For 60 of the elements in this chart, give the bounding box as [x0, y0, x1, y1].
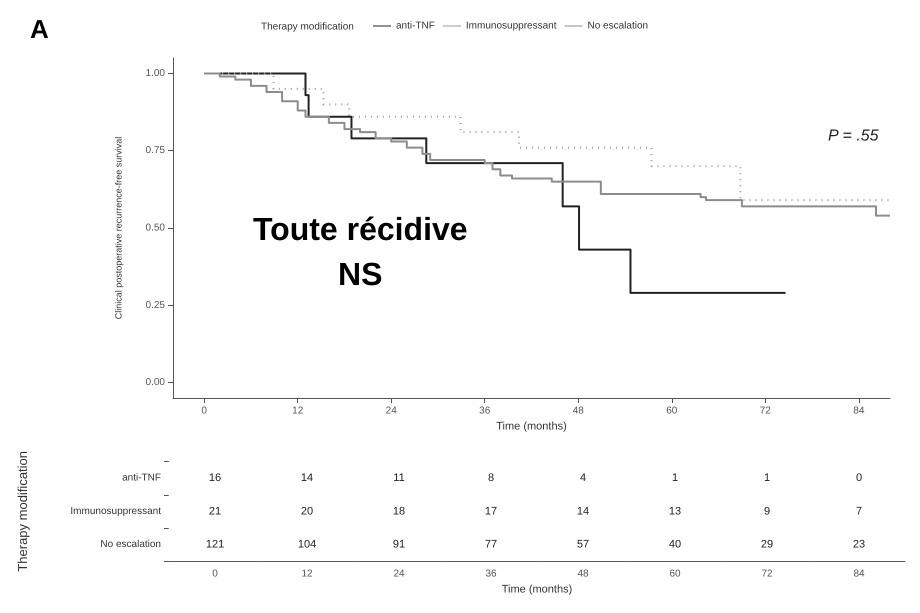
legend-label: Immunosuppressant: [466, 20, 557, 32]
data-label: 8: [488, 472, 494, 484]
data-label: 21: [208, 505, 222, 518]
y-tick-label: 0.50: [146, 222, 166, 234]
data-label: 7: [856, 505, 862, 518]
x-tick-label: 72: [760, 406, 772, 416]
annotation: P = .55: [828, 128, 879, 144]
y-tick-label: 0.00: [146, 377, 166, 388]
x-tick-label: 84: [853, 568, 865, 580]
data-label: 14: [300, 472, 314, 484]
x-tick-label: 24: [393, 568, 405, 580]
data-label: 18: [392, 505, 406, 518]
data-label: 121: [206, 538, 224, 550]
data-label: 104: [298, 538, 316, 550]
x-tick-label: 0: [212, 568, 218, 580]
legend-label: No escalation: [587, 20, 648, 32]
data-label: 77: [484, 538, 498, 550]
x-tick-label: 12: [292, 406, 304, 416]
x-tick-label: 24: [386, 406, 398, 416]
x-tick-label: 72: [761, 568, 773, 580]
x-tick-label: 48: [572, 406, 584, 416]
y-tick-label: 0.25: [146, 300, 166, 311]
y-axis-title: Clinical postoperative recurrence-free survival: [114, 136, 124, 320]
x-tick-label: 48: [577, 568, 589, 580]
data-label: 23: [852, 538, 866, 550]
data-label: 17: [484, 505, 498, 518]
data-label: 4: [580, 472, 586, 484]
x-tick-label: 60: [669, 568, 681, 580]
x-tick-label: 36: [485, 568, 497, 580]
x-axis-title: Time (months): [496, 420, 567, 432]
y-tick-label: Immunosuppressant: [70, 506, 162, 517]
x-tick-label: 0: [201, 406, 208, 416]
x-tick-label: 12: [301, 568, 313, 580]
data-label: 20: [300, 505, 314, 518]
text: A: [30, 14, 49, 44]
data-label: 29: [760, 538, 774, 550]
data-label: 91: [392, 538, 406, 550]
data-label: 1: [764, 472, 770, 484]
legend-title: Therapy modification: [261, 22, 354, 32]
y-tick-label: 0.75: [146, 145, 166, 156]
y-tick-label: 1.00: [146, 68, 166, 79]
y-tick-label: anti-TNF: [122, 472, 161, 484]
x-axis-title: Time (months): [502, 583, 572, 596]
data-label: 40: [668, 538, 682, 550]
legend-label: anti-TNF: [396, 20, 435, 32]
y-axis-title: Therapy modification: [15, 451, 30, 572]
data-label: 11: [393, 472, 405, 484]
annotation: Toute récidive: [253, 211, 468, 247]
data-label: 14: [576, 505, 590, 518]
x-tick-label: 84: [853, 406, 865, 416]
data-label: 1: [672, 472, 678, 484]
annotation: NS: [338, 256, 382, 292]
data-label: 57: [576, 538, 590, 550]
data-label: 16: [208, 472, 222, 484]
x-tick-label: 60: [666, 406, 678, 416]
data-label: 13: [668, 505, 682, 518]
data-label: 0: [856, 472, 862, 484]
data-label: 9: [764, 505, 770, 518]
y-tick-label: No escalation: [100, 538, 161, 550]
x-tick-label: 36: [479, 406, 491, 416]
